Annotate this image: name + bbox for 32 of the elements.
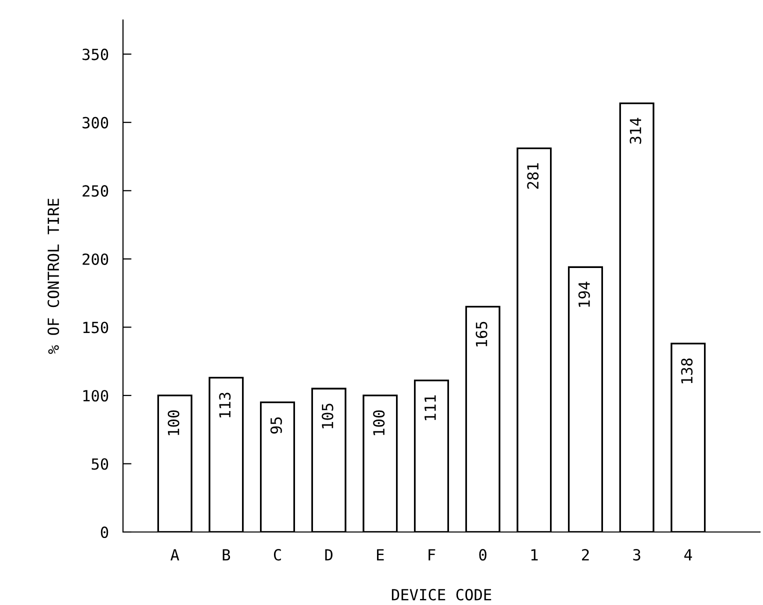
x-tick-label: C (274, 549, 281, 561)
y-tick-label: 0 (100, 526, 108, 538)
x-tick-label: F (428, 549, 436, 560)
x-tick-label: A (170, 549, 180, 560)
data-label: 113 (219, 392, 231, 418)
y-tick-label: 250 (82, 185, 108, 197)
y-axis-title: % OF CONTROL TIRE (48, 198, 60, 354)
data-label: 165 (476, 322, 488, 346)
data-label: 138 (681, 358, 693, 384)
x-tick-label: D (325, 549, 332, 560)
x-tick-label: 3 (633, 549, 640, 561)
data-label: 314 (630, 118, 642, 144)
x-tick-label: 1 (531, 549, 538, 560)
x-tick-label: 2 (582, 549, 589, 560)
data-label: 95 (270, 417, 282, 434)
y-tick-label: 100 (83, 390, 108, 402)
x-tick-label: E (377, 549, 384, 560)
y-tick-label: 150 (83, 322, 108, 334)
x-axis-title: DEVICE CODE (392, 588, 492, 600)
y-tick-label: 350 (82, 48, 108, 60)
y-tick-label: 200 (82, 253, 108, 265)
x-tick-label: B (222, 549, 230, 560)
y-tick-label: 300 (82, 116, 108, 128)
data-label: 105 (322, 404, 334, 428)
data-label: 100 (168, 410, 180, 436)
data-label: 194 (578, 282, 590, 307)
x-tick-label: 4 (684, 549, 692, 560)
y-tick-label: 50 (92, 458, 108, 470)
x-tick-label: 0 (479, 549, 486, 561)
data-label: 111 (424, 395, 436, 420)
data-label: 100 (373, 410, 385, 436)
data-label: 281 (527, 163, 539, 189)
